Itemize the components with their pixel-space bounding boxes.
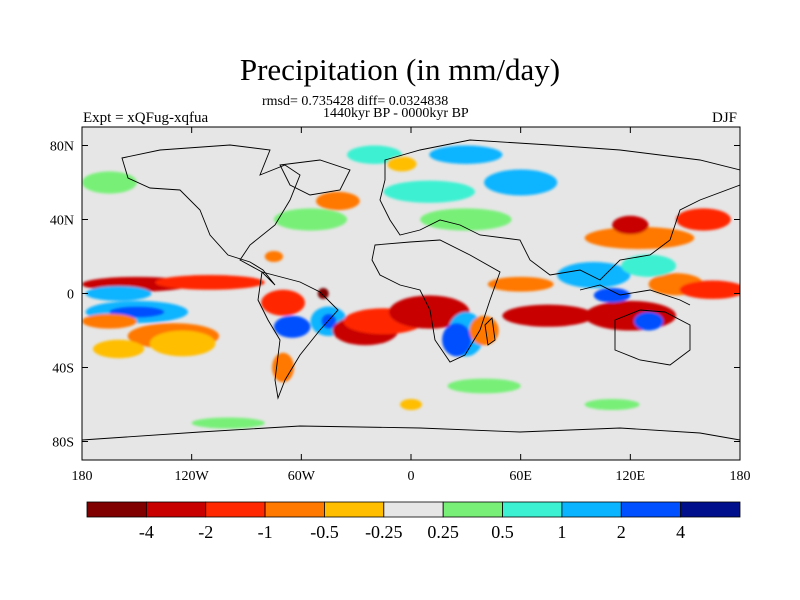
anomaly-region [584,398,640,411]
anomaly-region [593,287,631,303]
anomaly-region [82,313,137,329]
greenland-coast [279,159,351,196]
colorbar-swatch [620,501,682,518]
coastlines [82,139,740,441]
anomaly-region [484,169,558,196]
anomaly-region [389,295,470,329]
colorbar-label: 2 [617,522,626,542]
colorbar-swatch [502,501,563,518]
north-america-coast [121,144,301,286]
stats-line: rmsd= 0.735428 diff= 0.0324838 [262,94,449,109]
experiment-label: Expt = xQFug-xqfua [83,110,209,126]
colorbar-swatch [205,501,266,518]
colorbar-swatch [264,501,325,518]
anomaly-region [85,286,152,301]
anomaly-region [149,330,216,357]
axes: 180 120W 60W 0 60E 120E 180 80N 40N 0 40S 80S [50,127,751,484]
colorbar-label: -0.5 [310,522,339,542]
colorbar-swatch [383,501,444,518]
maritime-continent-coast [579,284,691,306]
colorbar-label: -0.25 [365,522,403,542]
anomaly-region [429,145,503,164]
eurasia-coast [379,139,740,281]
lon-tick-label: 120W [175,469,210,484]
anomaly-region [400,398,422,411]
anomaly-region [442,323,472,357]
colorbar-label: -1 [258,522,273,542]
africa-coast [371,239,501,363]
lat-tick-label: 40N [50,214,74,229]
anomaly-region [679,280,740,300]
anomaly-region [487,276,554,292]
anomaly-region [273,315,311,338]
anomaly-region [584,300,677,331]
colorbar: -4 -2 -1 -0.5 -0.25 0.25 0.5 1 2 4 [86,501,741,542]
lon-tick-label: 0 [408,469,415,484]
anomaly-region [502,304,594,327]
colorbar-label: 0.25 [427,522,459,542]
anomaly-region [261,289,305,316]
antarctica-coast [82,425,740,441]
colorbar-label: 4 [676,522,685,542]
anomaly-region [273,208,348,231]
colorbar-label: 1 [557,522,566,542]
anomaly-region [383,180,475,203]
anomaly-region [676,208,731,231]
anomaly-region [317,287,329,300]
anomaly-region [420,208,512,231]
lon-tick-label: 60W [288,469,316,484]
anomaly-region [109,306,165,318]
colorbar-swatch [324,501,385,518]
colorbar-swatch [442,501,503,518]
anomaly-region [612,215,649,235]
anomaly-region [82,171,137,194]
lat-tick-label: 80N [50,140,74,155]
season-label: DJF [712,110,738,126]
madagascar-coast [484,317,496,346]
lat-tick-label: 40S [52,362,74,377]
australia-coast [614,309,691,366]
lat-tick-label: 0 [67,288,74,303]
lat-tick-label: 80S [52,436,74,451]
anomaly-region [155,275,265,290]
anomaly-region [584,226,695,250]
colorbar-swatch [145,501,207,518]
colorbar-label: -2 [198,522,213,542]
anomaly-region [92,339,145,359]
colorbar-label: -4 [139,522,154,542]
period-line: 1440kyr BP - 0000kyr BP [323,106,469,121]
anomaly-region [264,250,284,263]
anomaly-region [557,262,631,288]
south-america-coast [257,271,339,400]
anomaly-region [387,156,417,172]
anomaly-region [315,191,360,211]
anomaly-layer [82,145,740,429]
lon-tick-label: 180 [730,469,751,484]
lon-tick-label: 180 [72,469,93,484]
lon-tick-label: 120E [616,469,646,484]
anomaly-region [633,312,664,331]
colorbar-swatch [561,501,622,518]
anomaly-region [621,254,677,277]
colorbar-label: 0.5 [491,522,514,542]
map-title: Precipitation (in mm/day) [239,52,561,87]
anomaly-region [469,315,499,346]
anomaly-region [447,378,521,394]
anomaly-region [191,417,265,429]
colorbar-swatch [86,501,147,518]
colorbar-swatch [680,501,741,518]
lon-tick-label: 60E [509,469,532,484]
